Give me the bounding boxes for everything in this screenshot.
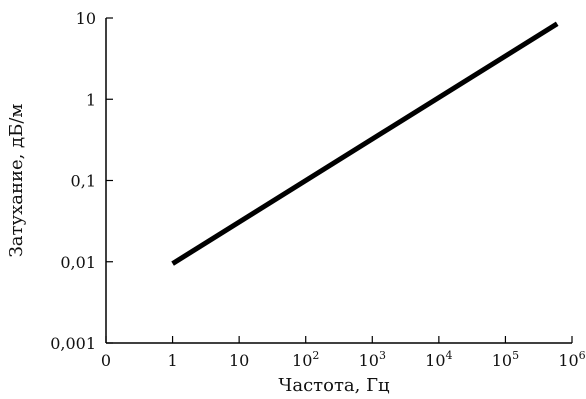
y-tick-label: 10 — [76, 9, 96, 28]
x-tick-label: 106 — [558, 349, 585, 370]
y-tick-label: 0,001 — [50, 334, 96, 353]
x-axis-title: Частота, Гц — [278, 375, 390, 396]
y-axis-ticks: 0,001 0,01 0,1 1 10 — [50, 9, 113, 353]
x-tick-label: 103 — [359, 349, 386, 370]
x-tick-label: 102 — [292, 349, 319, 370]
y-tick-label: 1 — [86, 90, 96, 109]
x-tick-label: 105 — [492, 349, 519, 370]
x-tick-label: 104 — [425, 349, 452, 370]
y-axis-title: Затухание, дБ/м — [6, 104, 27, 258]
x-axis-ticks: 0 1 10 102 103 104 105 106 — [101, 336, 586, 370]
x-tick-label: 10 — [229, 351, 249, 370]
series-layer — [171, 21, 559, 266]
x-tick-label: 0 — [101, 351, 111, 370]
y-tick-label: 0,01 — [60, 253, 96, 272]
x-tick-label: 1 — [167, 351, 177, 370]
series-line — [171, 21, 559, 266]
plot-area: 0 1 10 102 103 104 105 106 0,001 0,01 0,1 1 10 — [50, 9, 585, 370]
y-tick-label: 0,1 — [71, 172, 96, 191]
